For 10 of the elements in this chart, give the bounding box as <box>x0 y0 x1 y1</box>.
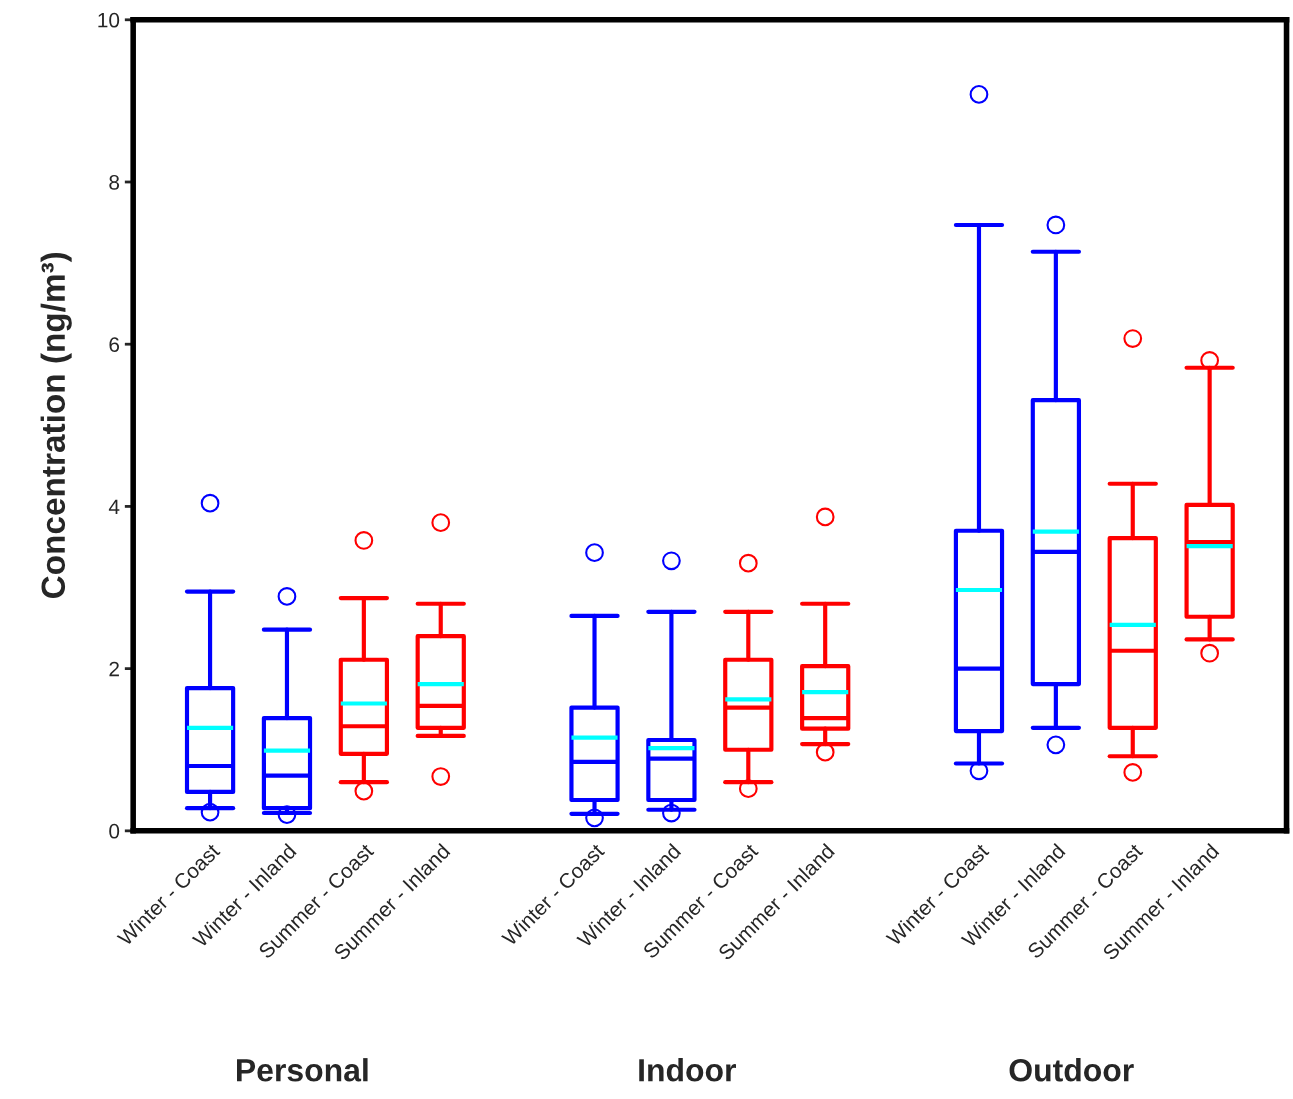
y-tick-label: 10 <box>98 12 120 28</box>
y-axis-title: Concentration (ng/m³) <box>40 252 72 598</box>
y-tick-label: 6 <box>109 337 120 352</box>
text: Personal <box>237 1058 368 1082</box>
y-tick-label: 8 <box>109 175 120 190</box>
y-tick-label: 0 <box>109 823 120 839</box>
text: Outdoor <box>1009 1058 1134 1082</box>
y-tick-label: 4 <box>108 499 120 514</box>
text: Indoor <box>639 1058 736 1082</box>
y-tick-label: 2 <box>109 661 119 677</box>
